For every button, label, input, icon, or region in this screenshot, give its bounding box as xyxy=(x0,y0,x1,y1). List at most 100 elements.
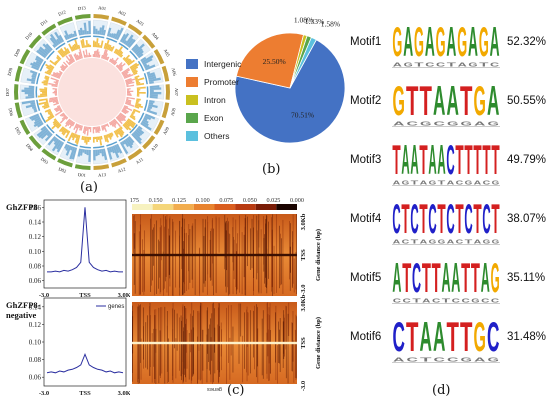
track-outer-bar xyxy=(123,139,130,148)
track-inner-bar xyxy=(78,125,82,131)
track-outer-bar xyxy=(149,81,154,84)
track-ring xyxy=(55,42,66,51)
track-inner-bar xyxy=(49,96,58,100)
track-outer-bar xyxy=(83,22,87,35)
legend-item: Exon xyxy=(186,109,241,127)
track-middle-bar xyxy=(58,49,66,57)
heatmap-stripe xyxy=(159,227,161,294)
track-outer-bar xyxy=(114,29,121,40)
track-inner-bar xyxy=(126,94,132,97)
track-middle-bar xyxy=(63,50,68,55)
track-outer-bar xyxy=(34,57,43,64)
track-outer-bar xyxy=(44,133,53,142)
chromosome-ideogram xyxy=(153,48,165,65)
track-inner-bar xyxy=(126,89,130,91)
heatmap-stripe xyxy=(188,332,190,380)
logo-minor-letter: T xyxy=(447,63,456,69)
logo-minor-letter: G xyxy=(402,181,410,187)
track-middle-bar xyxy=(95,38,99,48)
track-middle-bar xyxy=(74,134,79,144)
track-middle-bar xyxy=(45,78,49,82)
heatmap-stripe xyxy=(176,313,178,351)
track-inner-bar xyxy=(65,55,73,64)
heatmap-stripe xyxy=(190,329,192,384)
track-ring xyxy=(39,112,47,124)
heatmap-stripe xyxy=(240,303,242,337)
track-inner-bar xyxy=(102,125,105,130)
track-middle-bar xyxy=(60,127,66,133)
track-ring xyxy=(46,50,55,60)
heatmap-stripe xyxy=(268,221,269,279)
heatmap-stripe xyxy=(192,315,193,377)
logo-minor-letter: C xyxy=(483,181,491,187)
track-middle-bar xyxy=(135,77,145,82)
track-outer-bar xyxy=(97,30,100,35)
logo-letter: A xyxy=(433,79,445,125)
track-ring xyxy=(66,37,78,43)
track-middle-bar xyxy=(38,98,48,102)
logo-letter: A xyxy=(410,138,418,184)
track-inner-bar xyxy=(64,65,68,68)
heatmap-stripe xyxy=(150,315,151,368)
heatmap-stripe xyxy=(153,227,154,266)
heatmap-stripe xyxy=(282,219,284,294)
track-inner-bar xyxy=(76,54,80,60)
track-inner-bar xyxy=(53,90,58,92)
heatmap-stripe xyxy=(140,304,141,363)
track-outer-bar xyxy=(121,32,130,44)
heatmap-stripe xyxy=(142,239,143,293)
track-middle-bar xyxy=(55,122,61,128)
track-inner-bar xyxy=(61,115,67,120)
pie-slice-label: 70.51% xyxy=(291,110,314,119)
track-outer-bar xyxy=(73,30,77,37)
track-outer-bar xyxy=(112,145,120,159)
heatmap-stripe xyxy=(159,241,161,278)
track-inner-bar xyxy=(121,69,131,75)
track-middle-bar xyxy=(122,56,126,60)
heatmap-stripe xyxy=(242,335,244,383)
logo-minor-letter: G xyxy=(429,240,437,246)
track-inner-bar xyxy=(69,58,74,64)
heatmap-stripe xyxy=(183,218,185,255)
track-middle-bar xyxy=(44,87,48,89)
logo-minor-letter: G xyxy=(461,358,473,364)
track-inner-bar xyxy=(112,119,117,125)
profile-title: negative xyxy=(6,310,36,320)
colorbar-tick-label: 0.175 xyxy=(130,198,139,204)
heatmap-stripe xyxy=(272,236,273,287)
logo-minor-letter: T xyxy=(411,240,419,246)
track-outer-bar xyxy=(26,78,36,82)
chromosome-ideogram xyxy=(153,119,165,136)
logo-letter: T xyxy=(422,256,431,302)
track-outer-bar xyxy=(35,55,44,62)
track-outer-bar xyxy=(88,149,91,162)
logo-minor-letter: T xyxy=(412,299,420,305)
chromosome-label: A12 xyxy=(117,166,127,174)
track-inner-bar xyxy=(93,126,96,130)
logo-letter: T xyxy=(491,138,500,184)
heatmap-stripe xyxy=(186,232,187,291)
track-inner-bar xyxy=(105,56,108,61)
logo-minor-letter: C xyxy=(434,358,447,364)
heatmap-stripe xyxy=(237,233,239,290)
chromosome-label: D01 xyxy=(78,172,87,178)
track-inner-bar xyxy=(118,67,123,71)
track-ring xyxy=(79,35,91,39)
chromosome-label: D05 xyxy=(14,126,22,136)
logo-minor-letter: G xyxy=(461,122,473,128)
track-middle-bar xyxy=(119,126,123,130)
chromosome-ideogram xyxy=(74,14,91,20)
track-middle-bar xyxy=(117,128,124,136)
track-outer-bar xyxy=(140,122,152,131)
track-ring xyxy=(118,133,129,142)
track-outer-bar xyxy=(137,53,144,59)
heatmap-stripe xyxy=(164,226,165,289)
y-tick-label: 0.06 xyxy=(29,374,42,382)
heatmap-stripe xyxy=(175,230,176,288)
chromosome-ideogram xyxy=(93,14,110,20)
track-outer-bar xyxy=(86,149,89,156)
track-inner-bar xyxy=(52,92,58,94)
track-outer-bar xyxy=(100,25,105,36)
track-outer-bar xyxy=(136,50,144,57)
track-inner-bar xyxy=(79,48,83,59)
